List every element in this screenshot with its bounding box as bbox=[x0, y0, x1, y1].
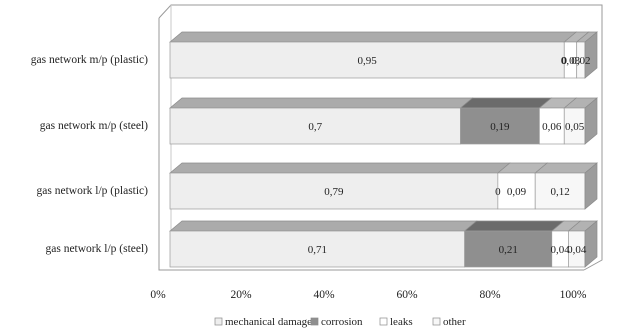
data-label-gas-network-l-p-plastic-corrosion: 0 bbox=[495, 186, 501, 198]
category-labels: gas network m/p (plastic) gas network m/p… bbox=[31, 54, 148, 255]
legend-item-corrosion: corrosion bbox=[310, 316, 363, 328]
bar-side-face bbox=[584, 31, 598, 79]
data-label-gas-network-l-p-plastic-leaks: 0,09 bbox=[507, 186, 527, 198]
bar-top-face bbox=[169, 31, 578, 43]
legend-label: mechanical damage bbox=[225, 316, 312, 328]
legend-swatch bbox=[432, 317, 441, 326]
bar-front-face bbox=[464, 230, 553, 268]
x-tick-label: 60% bbox=[396, 289, 418, 301]
x-axis-ticks: 0% 20% 40% 60% 80% 100% bbox=[150, 289, 587, 301]
data-label-gas-network-m-p-plastic-corrosion: 0 bbox=[562, 55, 568, 67]
bar-gas-network-l-p-plastic-other bbox=[534, 162, 598, 210]
bar-gas-network-m-p-steel-corrosion bbox=[459, 97, 553, 145]
data-label-gas-network-l-p-steel-mechanical-damage: 0,71 bbox=[308, 244, 327, 256]
data-label-gas-network-m-p-steel-other: 0,05 bbox=[565, 121, 585, 133]
bar-gas-network-l-p-steel-other bbox=[567, 220, 598, 268]
data-label-gas-network-m-p-steel-corrosion: 0,19 bbox=[490, 121, 510, 133]
bar-front-face bbox=[534, 172, 586, 210]
bar-front-face bbox=[169, 41, 565, 79]
data-label-gas-network-m-p-plastic-leaks: 0,03 bbox=[561, 55, 581, 67]
category-label-gas-network-l-p-plastic: gas network l/p (plastic) bbox=[37, 185, 149, 197]
bar-gas-network-m-p-steel-mechanical-damage bbox=[169, 97, 474, 145]
data-label-gas-network-m-p-steel-leaks: 0,06 bbox=[542, 121, 562, 133]
bar-side-face bbox=[584, 162, 598, 210]
bar-side-face bbox=[584, 97, 598, 145]
bar-top-face bbox=[169, 97, 474, 109]
bar-front-face bbox=[169, 172, 499, 210]
bar-gas-network-l-p-plastic-mechanical-damage bbox=[169, 162, 511, 210]
legend-item-leaks: leaks bbox=[379, 316, 413, 328]
bar-front-face bbox=[169, 107, 461, 145]
bar-gas-network-m-p-plastic-other bbox=[575, 31, 598, 79]
x-tick-label: 80% bbox=[479, 289, 501, 301]
x-tick-label: 100% bbox=[560, 289, 587, 301]
bar-front-face bbox=[538, 107, 565, 145]
bar-gas-network-l-p-steel-corrosion bbox=[463, 220, 565, 268]
legend-label: other bbox=[443, 316, 466, 328]
floor-edge bbox=[158, 18, 584, 271]
bar-gas-network-l-p-steel-mechanical-damage bbox=[169, 220, 478, 268]
legend-swatch bbox=[379, 317, 388, 326]
bar-side-face bbox=[584, 220, 598, 268]
data-label-gas-network-l-p-plastic-mechanical-damage: 0,79 bbox=[324, 186, 344, 198]
legend-swatch bbox=[214, 317, 223, 326]
data-label-gas-network-m-p-plastic-other: 0,02 bbox=[571, 55, 590, 67]
bar-top-face bbox=[459, 97, 553, 109]
legend: mechanical damage corrosion leaks other bbox=[214, 316, 466, 328]
bar-front-face bbox=[169, 230, 465, 268]
data-label-gas-network-m-p-plastic-mechanical-damage: 0,95 bbox=[358, 55, 378, 67]
bar-top-face bbox=[463, 220, 565, 232]
legend-label: leaks bbox=[390, 316, 413, 328]
bar-top-face bbox=[169, 220, 478, 232]
legend-swatch bbox=[310, 317, 319, 326]
data-label-gas-network-l-p-steel-corrosion: 0,21 bbox=[499, 244, 518, 256]
data-label-gas-network-m-p-steel-mechanical-damage: 0,7 bbox=[308, 121, 322, 133]
bars: 0,95 00,030,020,7 0,19 0,06 0,050,79 0 0,09 0,1… bbox=[169, 31, 598, 268]
x-tick-label: 20% bbox=[230, 289, 252, 301]
category-label-gas-network-l-p-steel: gas network l/p (steel) bbox=[45, 243, 148, 255]
data-label-gas-network-l-p-steel-leaks: 0,04 bbox=[550, 244, 570, 256]
legend-item-other: other bbox=[432, 316, 466, 328]
category-label-gas-network-m-p-plastic: gas network m/p (plastic) bbox=[31, 54, 148, 66]
x-tick-label: 40% bbox=[313, 289, 335, 301]
legend-item-mechanical-damage: mechanical damage bbox=[214, 316, 312, 328]
bar-gas-network-m-p-plastic-leaks bbox=[563, 31, 590, 79]
bar-top-face bbox=[169, 162, 511, 174]
back-wall bbox=[158, 4, 603, 271]
category-label-gas-network-m-p-steel: gas network m/p (steel) bbox=[40, 120, 148, 132]
bar-gas-network-l-p-steel-leaks bbox=[550, 220, 582, 268]
data-label-gas-network-l-p-steel-other: 0,04 bbox=[567, 244, 587, 256]
x-tick-label: 0% bbox=[150, 289, 166, 301]
legend-label: corrosion bbox=[321, 316, 363, 328]
bar-gas-network-l-p-plastic-leaks bbox=[496, 162, 549, 210]
data-label-gas-network-l-p-plastic-other: 0,12 bbox=[550, 186, 569, 198]
bar-gas-network-m-p-steel-other bbox=[563, 97, 598, 145]
bar-front-face bbox=[497, 172, 536, 210]
